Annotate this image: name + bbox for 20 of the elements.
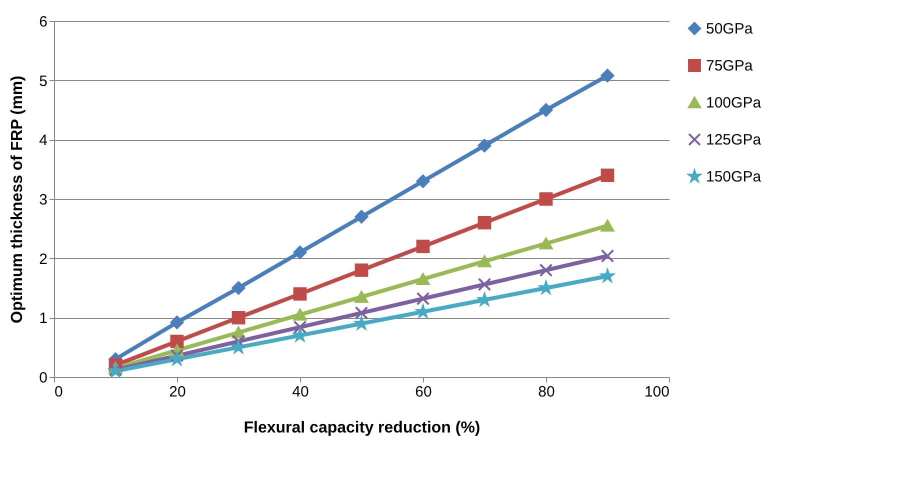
x-tick-label: 20 [169,384,186,400]
y-tick-label: 3 [39,192,48,208]
legend-label: 50GPa [706,20,754,38]
y-tick-label: 4 [39,132,48,150]
y-tick-label: 2 [39,250,48,268]
legend-label: 100GPa [706,94,762,112]
y-tick-label: 1 [39,310,48,328]
y-axis-title: Optimum thickness of FRP (mm) [9,76,26,324]
x-tick-label: 60 [415,384,432,400]
y-tick-label: 6 [39,14,48,30]
y-tick-label: 5 [39,72,48,90]
x-axis-title: Flexural capacity reduction (%) [244,420,480,436]
x-tick-label: 40 [292,384,309,400]
legend-label: 150GPa [706,168,762,186]
y-tick-label: 0 [39,370,48,386]
legend-label: 125GPa [706,132,762,148]
x-tick-label: 80 [538,384,555,400]
x-tick-label: 100 [644,384,670,400]
legend-label: 75GPa [706,58,754,74]
x-tick-label: 0 [54,384,63,400]
